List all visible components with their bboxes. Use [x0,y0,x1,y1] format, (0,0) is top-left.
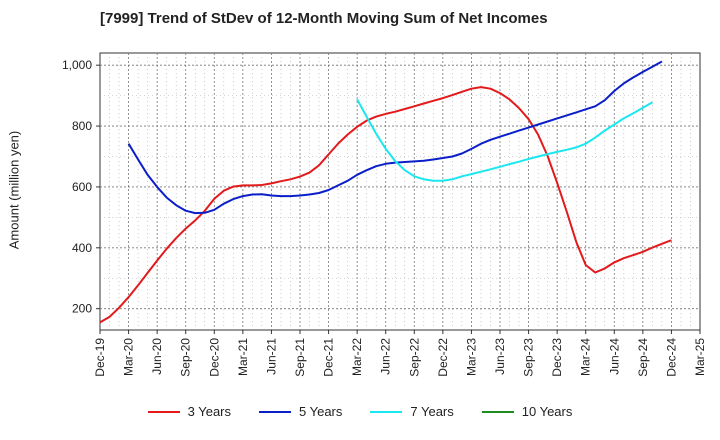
legend-swatch-3-years [147,410,180,413]
x-tick-label: Mar-20 [122,338,136,376]
y-tick-label: 600 [72,180,92,194]
x-tick-label: Jun-20 [150,338,164,375]
legend-label-10-years: 10 Years [521,404,573,419]
legend-label-7-years: 7 Years [410,404,454,419]
y-tick-label: 200 [72,302,92,316]
series-line-5-years [127,60,663,215]
x-tick-label: Jun-21 [264,338,278,375]
x-tick-label: Mar-23 [464,338,478,376]
legend-item-3-years: 3 Years [147,404,231,419]
legend-item-7-years: 7 Years [370,404,454,419]
x-tick-label: Sep-20 [179,338,193,377]
legend-swatch-10-years [481,410,514,413]
x-tick-label: Dec-20 [207,338,221,377]
x-tick-label: Jun-23 [493,338,507,375]
legend-item-5-years: 5 Years [259,404,342,419]
x-tick-label: Dec-24 [664,338,678,377]
legend: 3 Years 5 Years 7 Years 10 Years [0,404,720,419]
y-tick-label: 1,000 [62,58,92,72]
x-tick-label: Sep-22 [407,338,421,377]
y-tick-label: 800 [72,119,92,133]
legend-swatch-7-years [370,410,403,413]
x-tick-label: Mar-22 [350,338,364,376]
x-tick-label: Dec-22 [436,338,450,377]
x-tick-label: Sep-23 [522,338,536,377]
series-line-3-years [99,86,672,324]
x-tick-label: Mar-21 [236,338,250,376]
legend-label-5-years: 5 Years [299,404,343,419]
x-tick-label: Jun-22 [379,338,393,375]
x-tick-label: Dec-21 [322,338,336,377]
series-line-7-years [356,98,653,182]
x-tick-label: Jun-24 [607,338,621,375]
chart-title: [7999] Trend of StDev of 12-Month Moving… [100,10,548,27]
x-tick-label: Sep-24 [636,338,650,377]
legend-swatch-5-years [259,410,291,413]
legend-label-3-years: 3 Years [187,404,231,419]
x-tick-label: Sep-21 [293,338,307,377]
y-tick-label: 400 [72,241,92,255]
legend-item-10-years: 10 Years [481,404,573,419]
x-tick-label: Dec-19 [93,338,107,377]
plot-frame [99,52,701,331]
x-tick-label: Dec-23 [550,338,564,377]
x-tick-label: Mar-24 [579,338,593,376]
x-tick-label: Mar-25 [693,338,707,376]
